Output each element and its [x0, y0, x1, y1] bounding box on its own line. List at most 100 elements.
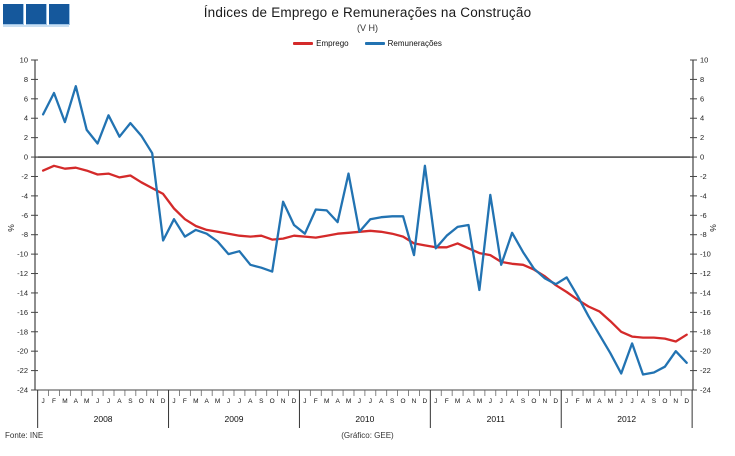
month-label: M [608, 398, 613, 405]
y-axis-label-right: -14 [700, 288, 711, 297]
month-label: J [620, 398, 623, 405]
month-label: A [510, 398, 515, 405]
series-line-emprego [41, 164, 688, 343]
month-label: O [139, 398, 144, 405]
month-label: J [631, 398, 634, 405]
month-label: J [358, 398, 361, 405]
y-axis-label-right: 0 [700, 153, 704, 162]
month-label: J [369, 398, 372, 405]
month-label: S [259, 398, 264, 405]
y-axis-label-left: -20 [17, 347, 28, 356]
month-label: D [423, 398, 428, 405]
month-label: S [652, 398, 657, 405]
legend-label-emprego: Emprego [316, 39, 349, 48]
chart-subtitle: (V H) [357, 23, 378, 33]
month-label: A [248, 398, 253, 405]
y-axis-label-right: -20 [700, 347, 711, 356]
y-axis-label-right: -24 [700, 386, 711, 395]
y-axis-label-right: -18 [700, 327, 711, 336]
month-label: M [324, 398, 329, 405]
month-label: F [52, 398, 56, 405]
month-label: S [521, 398, 526, 405]
month-label: O [401, 398, 406, 405]
month-label: N [412, 398, 417, 405]
legend-entry-remuneracoes: Remunerações [364, 39, 442, 48]
y-axis-label-left: 0 [24, 153, 28, 162]
y-axis-label-right: -2 [700, 172, 707, 181]
logo-square-icon [26, 4, 47, 25]
y-axis-label-right: -16 [700, 308, 711, 317]
page-title: Índices de Emprego e Remunerações na Con… [203, 5, 532, 20]
month-label: J [565, 398, 568, 405]
month-label: M [62, 398, 67, 405]
legend-label-remuneracoes: Remunerações [387, 39, 442, 48]
month-label: M [215, 398, 220, 405]
logo-strip [3, 25, 69, 27]
month-label: J [41, 398, 44, 405]
source-note: Fonte: INE [5, 431, 44, 440]
series-line-remuneracoes [41, 85, 688, 376]
month-label: J [500, 398, 503, 405]
y-axis-label-left: 6 [24, 94, 28, 103]
month-label: N [543, 398, 548, 405]
y-axis-unit-right: % [708, 224, 718, 232]
month-label: J [107, 398, 110, 405]
credit-note: (Gráfico: GEE) [341, 431, 394, 440]
y-axis-label-left: -12 [17, 269, 28, 278]
y-axis-label-right: 8 [700, 75, 704, 84]
y-axis-label-left: -8 [21, 230, 28, 239]
y-axis-label-left: -24 [17, 386, 28, 395]
month-label: N [281, 398, 286, 405]
month-label: F [445, 398, 449, 405]
month-label: J [96, 398, 99, 405]
month-label: D [161, 398, 166, 405]
year-label: 2008 [94, 414, 113, 424]
logo-square-icon [3, 4, 24, 25]
month-label: M [84, 398, 89, 405]
month-label: F [183, 398, 187, 405]
y-axis-label-left: 8 [24, 75, 28, 84]
month-label: D [292, 398, 297, 405]
y-axis-label-left: -2 [21, 172, 28, 181]
month-label: D [684, 398, 689, 405]
month-label: M [455, 398, 460, 405]
emprego-line-swatch [293, 42, 314, 45]
y-axis-label-left: -14 [17, 288, 28, 297]
y-axis-label-left: 4 [24, 114, 28, 123]
legend-entry-emprego: Emprego [293, 39, 349, 48]
logo-square-icon [49, 4, 70, 25]
month-label: O [531, 398, 536, 405]
month-label: J [303, 398, 306, 405]
month-label: N [673, 398, 678, 405]
month-label: M [586, 398, 591, 405]
y-axis-label-left: -22 [17, 366, 28, 375]
y-axis-label-left: -4 [21, 191, 28, 200]
month-label: A [117, 398, 122, 405]
y-axis-label-left: -10 [17, 250, 28, 259]
y-axis-unit-left: % [6, 224, 16, 232]
remuneracoes-line-swatch [364, 42, 385, 45]
month-label: M [477, 398, 482, 405]
y-axis-label-right: 6 [700, 94, 704, 103]
year-label: 2010 [355, 414, 374, 424]
month-label: J [238, 398, 241, 405]
month-label: A [641, 398, 646, 405]
month-label: N [150, 398, 155, 405]
month-label: J [489, 398, 492, 405]
month-label: J [172, 398, 175, 405]
y-axis-label-right: -6 [700, 211, 707, 220]
month-label: A [597, 398, 602, 405]
y-axis-label-right: -8 [700, 230, 707, 239]
y-axis-label-right: 10 [700, 56, 708, 65]
month-label: O [270, 398, 275, 405]
y-axis-label-right: -22 [700, 366, 711, 375]
y-axis-label-right: -4 [700, 191, 707, 200]
month-label: J [227, 398, 230, 405]
month-label: D [553, 398, 558, 405]
logo-squares [3, 4, 70, 25]
month-label: S [128, 398, 133, 405]
month-label: M [193, 398, 198, 405]
y-axis-label-right: -12 [700, 269, 711, 278]
